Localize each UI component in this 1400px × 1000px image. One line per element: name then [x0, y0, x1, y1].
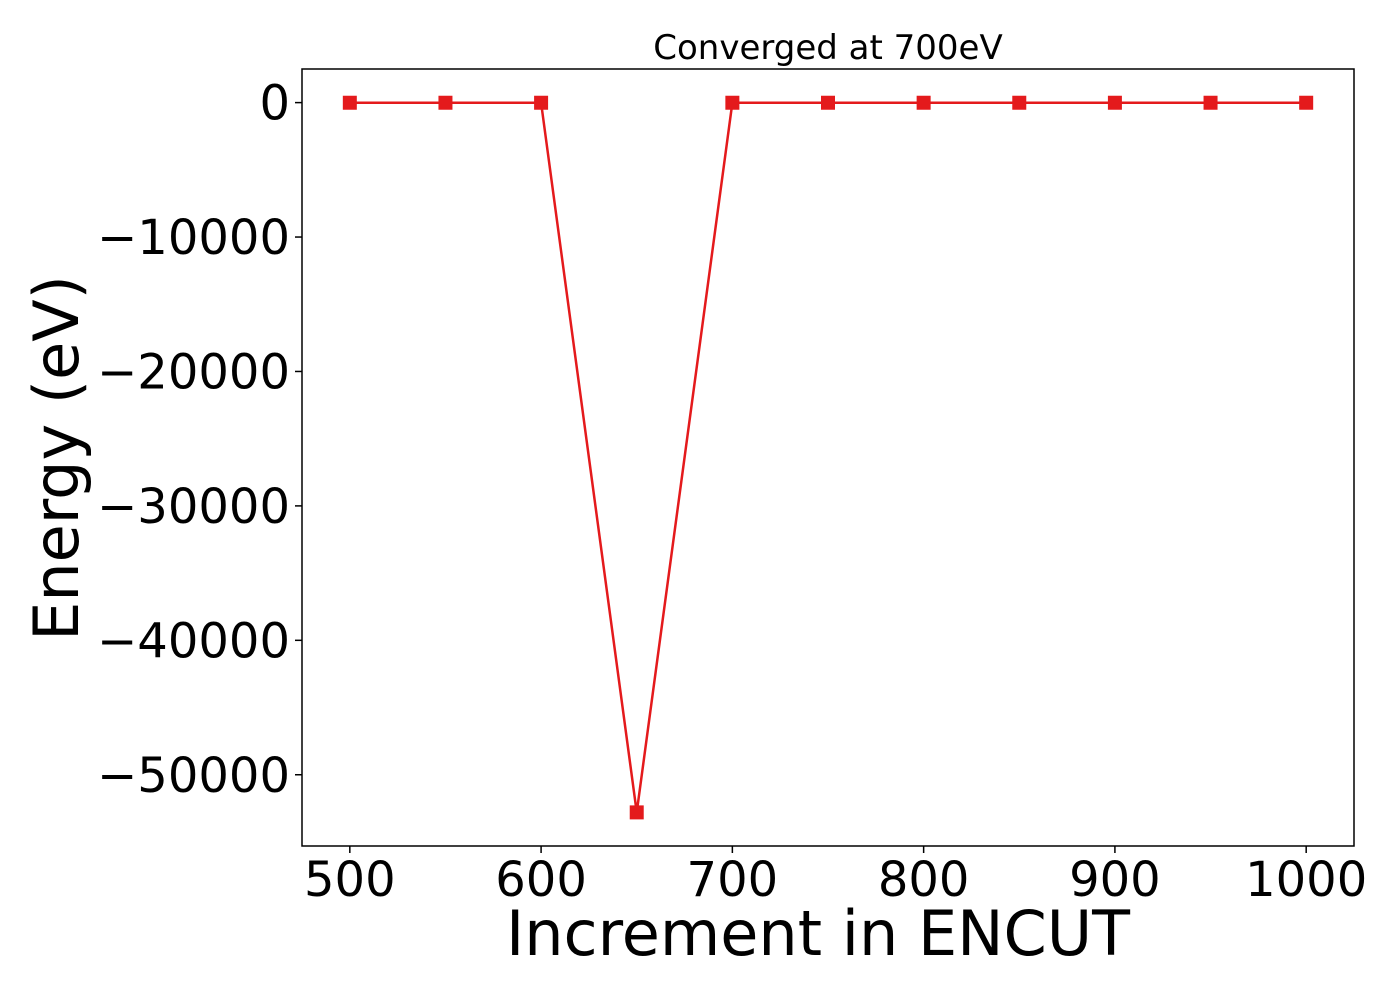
x-tick-label: 800	[878, 852, 970, 908]
chart-title: Converged at 700eV	[653, 28, 1002, 68]
data-point-marker	[1107, 95, 1122, 110]
data-point-marker	[1299, 95, 1314, 110]
series-line	[349, 101, 1307, 813]
x-axis-label: Increment in ENCUT	[506, 897, 1131, 970]
y-tick-label: −50000	[97, 748, 290, 804]
data-point-marker	[725, 95, 740, 110]
y-tick-label: −20000	[97, 344, 290, 400]
x-tick-label: 900	[1069, 852, 1161, 908]
data-point-marker	[438, 95, 453, 110]
x-tick-label: 1000	[1245, 852, 1367, 908]
plot-area-frame	[301, 68, 1355, 847]
x-tick-label: 600	[495, 852, 587, 908]
data-point-marker	[534, 95, 549, 110]
x-axis-ticks: 500 600 700 800 900 1000	[304, 846, 1367, 908]
x-tick-label: 700	[687, 852, 779, 908]
data-point-marker	[916, 95, 931, 110]
y-axis-ticks: 0 −10000 −20000 −30000 −40000 −50000	[97, 76, 302, 804]
data-point-marker	[629, 805, 644, 820]
data-series	[342, 95, 1314, 820]
data-point-marker	[1012, 95, 1027, 110]
data-point-marker	[1203, 95, 1218, 110]
y-tick-label: −30000	[97, 479, 290, 535]
y-tick-label: −10000	[97, 210, 290, 266]
y-tick-label: −40000	[97, 613, 290, 669]
data-point-marker	[342, 95, 357, 110]
y-axis-label: Energy (eV)	[20, 275, 93, 641]
x-tick-label: 500	[304, 852, 396, 908]
data-point-marker	[821, 95, 835, 110]
y-tick-label: 0	[259, 76, 290, 132]
